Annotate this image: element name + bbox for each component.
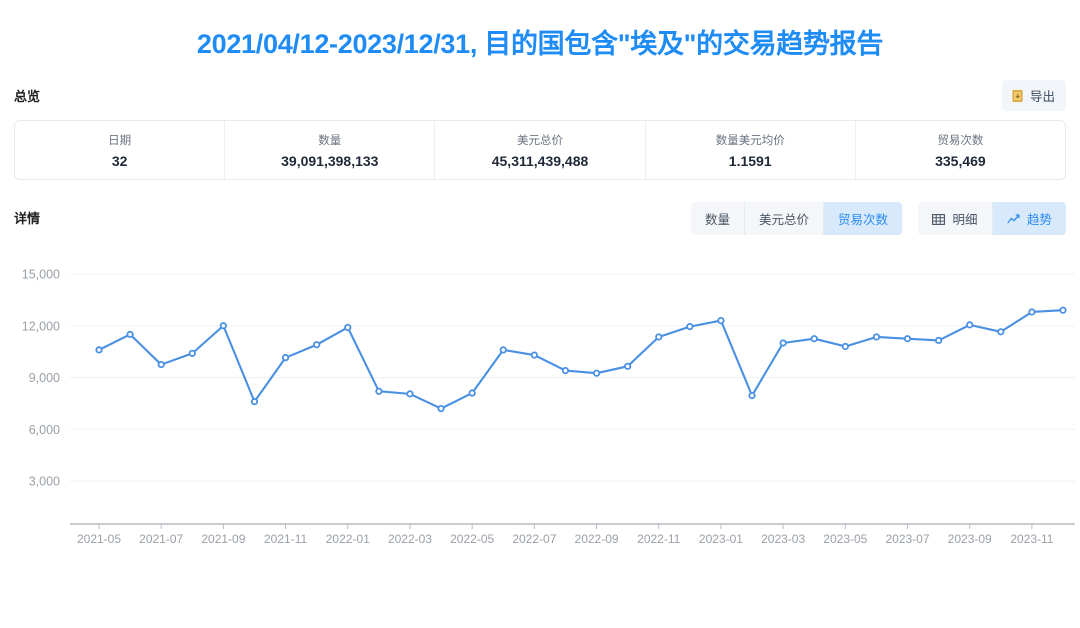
detail-toolbar: 数量 美元总价 贸易次数 明细 [690,202,1066,236]
chart-data-point[interactable] [406,390,414,398]
tab-trade-count[interactable]: 贸易次数 [823,202,902,236]
chart-data-point[interactable] [624,363,632,371]
chart-data-point[interactable] [810,335,818,343]
stat-value: 1.1591 [728,152,772,169]
y-tick-label: 3,000 [29,475,60,489]
chart-data-point[interactable] [313,341,321,349]
x-tick-label: 2021-11 [264,532,307,546]
chart-x-tick-marks [98,524,1033,530]
stat-label: 数量美元均价 [715,134,785,147]
chart-line-series [97,309,1065,410]
chart-data-point[interactable] [437,405,445,413]
x-tick-label: 2023-07 [885,532,929,546]
chart-data-point[interactable] [966,321,974,329]
table-grid-icon [932,213,945,226]
chart-y-axis-labels: 3,000 6,000 9,000 12,000 15,000 [22,268,60,489]
export-document-icon [1011,89,1025,103]
chart-data-point[interactable] [1028,308,1036,316]
chart-data-point[interactable] [188,350,196,358]
stat-value: 32 [111,152,128,169]
chart-data-point[interactable] [686,323,694,331]
chart-data-point[interactable] [592,369,601,378]
chart-data-point[interactable] [250,398,259,406]
overview-header: 总览 导出 [14,80,1066,112]
overview-label: 总览 [14,89,41,105]
x-tick-label: 2023-11 [1010,532,1053,546]
tab-trend-chart-label: 趋势 [1026,213,1052,228]
x-tick-label: 2022-11 [637,532,680,546]
stat-cell-trade-count: 贸易次数 335,469 [856,121,1065,179]
y-tick-label: 9,000 [29,371,60,385]
x-tick-label: 2023-03 [761,532,805,546]
chart-data-point[interactable] [748,392,756,400]
x-tick-label: 2021-09 [201,532,245,546]
x-tick-label: 2022-09 [575,532,619,546]
chart-data-point[interactable] [95,346,103,354]
chart-data-point[interactable] [375,388,383,396]
line-chart-icon [1006,213,1020,226]
stat-cell-usd-total: 美元总价 45,311,439,488 [435,121,646,180]
detail-header: 详情 数量 美元总价 贸易次数 明细 [14,202,1066,236]
chart-data-point[interactable] [468,389,476,398]
x-tick-label: 2021-07 [139,532,183,546]
chart-data-point[interactable] [997,328,1005,336]
x-tick-label: 2023-09 [948,532,992,546]
x-tick-label: 2022-03 [388,532,432,546]
tab-usd-total[interactable]: 美元总价 [744,202,824,236]
export-button-label: 导出 [1029,90,1055,105]
x-tick-label: 2023-01 [699,532,743,546]
chart-data-point[interactable] [344,324,352,332]
view-tab-group: 明细 趋势 [918,202,1066,236]
x-tick-label: 2023-05 [823,532,867,546]
chart-data-point[interactable] [499,346,507,354]
x-tick-label: 2021-05 [77,532,121,546]
chart-gridlines [70,273,1075,482]
stat-cell-quantity: 数量 39,091,398,133 [225,121,436,180]
export-button[interactable]: 导出 [1001,80,1066,112]
y-tick-label: 6,000 [29,423,60,437]
x-tick-label: 2022-01 [326,532,370,546]
chart-data-points[interactable] [95,307,1067,413]
y-tick-label: 12,000 [22,320,60,334]
chart-x-axis-labels: 2021-05 2021-07 2021-09 2021-11 2022-01 2022-… [77,532,1054,546]
chart-data-point[interactable] [872,333,881,341]
tab-trend-chart[interactable]: 趋势 [992,202,1066,236]
chart-data-point[interactable] [779,339,787,347]
chart-data-point[interactable] [717,317,725,325]
chart-data-point[interactable] [841,343,849,351]
stat-label: 美元总价 [517,134,563,147]
chart-data-point[interactable] [530,351,538,360]
tab-quantity[interactable]: 数量 [690,202,745,236]
trend-chart[interactable]: 3,000 6,000 9,000 12,000 15,000 2021-05 2021-… [0,250,1080,580]
y-tick-label: 15,000 [22,268,60,282]
stat-value: 39,091,398,133 [281,152,379,169]
stat-label: 日期 [108,134,132,147]
chart-data-point[interactable] [281,354,290,362]
chart-data-point[interactable] [561,367,570,375]
x-tick-label: 2022-05 [450,532,494,546]
tab-detail-table[interactable]: 明细 [918,202,993,236]
chart-data-point[interactable] [157,361,165,369]
x-tick-label: 2022-07 [512,532,556,546]
page-title: 2021/04/12-2023/12/31, 目的国包含"埃及"的交易趋势报告 [196,29,884,59]
stat-label: 贸易次数 [937,134,984,147]
chart-data-point[interactable] [1059,307,1067,315]
chart-data-point[interactable] [126,331,134,339]
metric-tab-group: 数量 美元总价 贸易次数 [690,202,902,236]
stat-cell-avg-price: 数量美元均价 1.1591 [646,121,856,180]
chart-data-point[interactable] [655,333,663,341]
stat-value: 45,311,439,488 [491,152,589,169]
detail-label: 详情 [14,211,41,227]
chart-data-point[interactable] [219,322,227,330]
tab-detail-table-label: 明细 [952,213,978,228]
chart-data-point[interactable] [903,335,912,343]
chart-data-point[interactable] [935,337,943,345]
stat-value: 335,469 [935,152,986,169]
stat-label: 数量 [318,134,342,147]
overview-stats-card: 日期 32 数量 39,091,398,133 美元总价 45,311,439,… [14,120,1066,181]
stat-cell-date: 日期 32 [15,121,226,180]
